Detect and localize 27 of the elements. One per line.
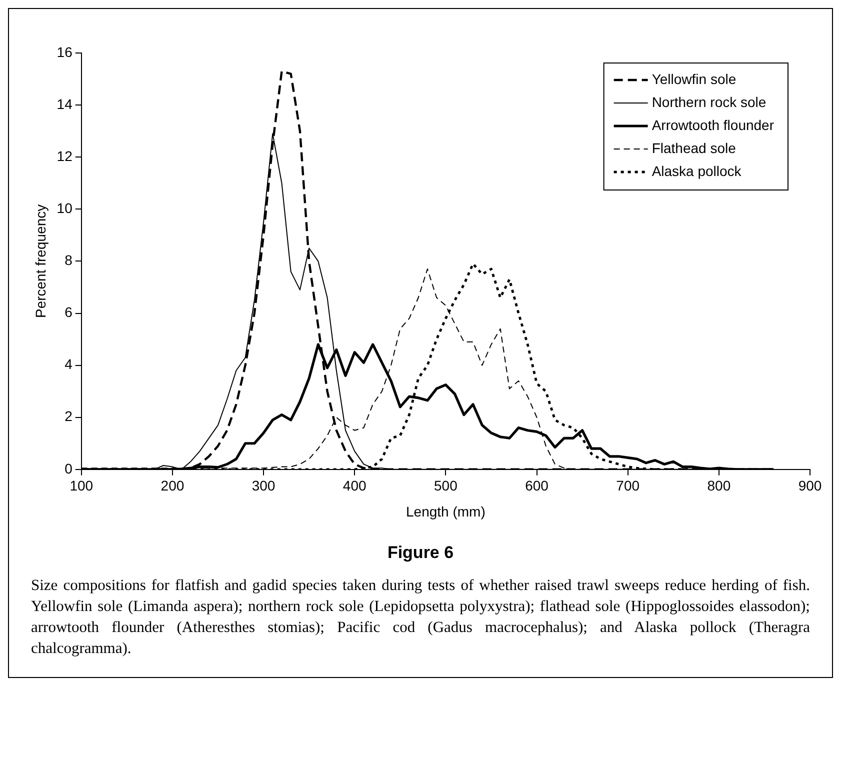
text: Size compositions for flatfish and gadid species taken during tests of whether raised trawl sweeps reduce herding of fish. Yellowfin sole (Limanda aspera); northern rock sole (Lepidopsetta polyxystra); flathead sole (Hippoglossoides elassodon); arrowtooth flounder (Atheresthes stomias); Pacific cod (Gadus macrocephalus); and Alaska pollock (Theragra chalcogramma). <box>31 576 810 659</box>
x-tick-label: 200 <box>160 478 184 494</box>
y-tick-label: 10 <box>56 200 73 216</box>
x-tick-label: 800 <box>707 478 731 494</box>
y-tick-label: 14 <box>56 96 73 112</box>
legend-label: Flathead sole <box>652 140 736 156</box>
y-tick-label: 12 <box>56 148 73 164</box>
y-tick-label: 0 <box>64 460 73 476</box>
x-tick-label: 600 <box>525 478 549 494</box>
y-tick-label: 2 <box>64 408 73 424</box>
y-tick-label: 6 <box>64 304 73 320</box>
text: Figure 6 <box>386 543 455 563</box>
legend-label: Northern rock sole <box>652 94 766 110</box>
legend-label: Yellowfin sole <box>652 70 736 87</box>
legend-label: Arrowtooth flounder <box>652 116 774 133</box>
x-tick-label: 500 <box>434 478 458 494</box>
x-tick-label: 400 <box>342 478 366 494</box>
y-axis-title: Percent frequency <box>32 204 48 318</box>
x-tick-label: 300 <box>252 478 276 494</box>
y-tick-label: 4 <box>64 356 73 372</box>
y-tick-label: 8 <box>64 252 73 268</box>
legend-label: Alaska pollock <box>652 162 742 179</box>
y-tick-label: 16 <box>56 44 73 60</box>
x-tick-label: 100 <box>70 478 94 494</box>
x-tick-label: 700 <box>616 478 640 494</box>
x-tick-label: 900 <box>798 478 822 494</box>
x-axis-title: Length (mm) <box>406 503 486 520</box>
